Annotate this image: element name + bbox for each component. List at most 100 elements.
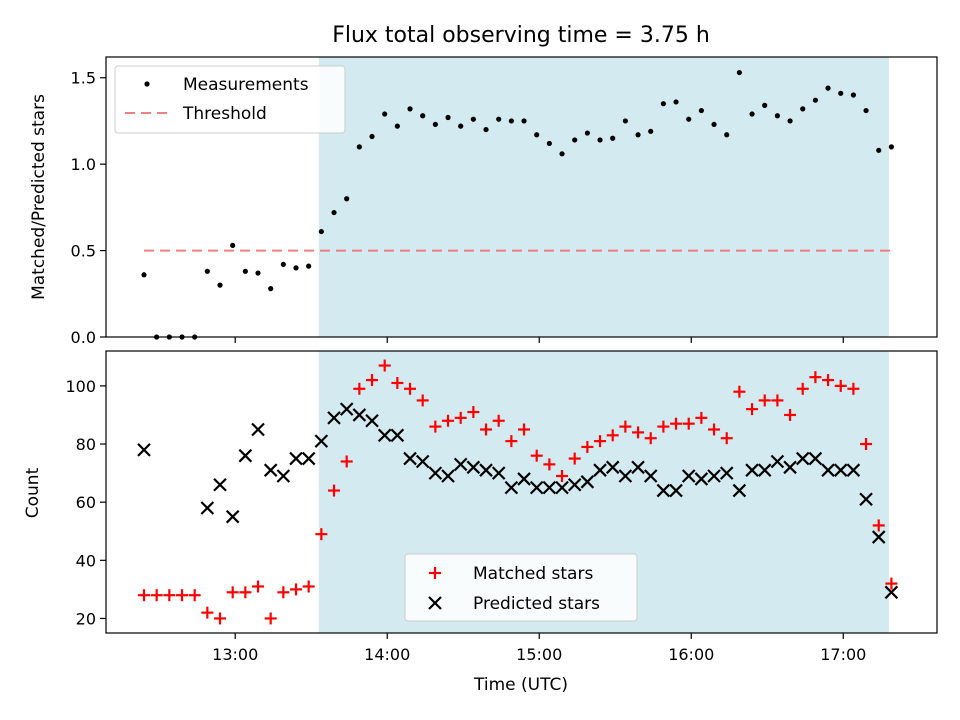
matched-star-point <box>150 589 163 602</box>
matched-star-point <box>277 586 290 599</box>
matched-star-point <box>796 382 809 395</box>
measurement-point <box>635 132 641 138</box>
measurement-point <box>724 132 730 138</box>
measurement-point <box>888 144 894 150</box>
matched-star-point <box>543 458 556 471</box>
legend-matched-marker <box>429 567 441 579</box>
matched-star-point <box>226 586 239 599</box>
predicted-star-point <box>808 451 823 466</box>
bottom-panel: 20 40 60 80 100 13:00 14:00 15:00 16:00 17:00 Co… <box>23 350 938 695</box>
top-y-axis-label: Matched/Predicted stars <box>29 94 49 300</box>
top-legend: Measurements Threshold <box>114 65 346 134</box>
top-axes-frame <box>105 56 938 338</box>
measurement-point <box>660 101 666 107</box>
measurement-point <box>825 85 831 91</box>
top-y-tick-label: 1.0 <box>71 155 96 174</box>
predicted-star-point <box>225 509 240 524</box>
matched-star-point <box>594 435 607 448</box>
top-shaded-region <box>318 57 889 337</box>
measurement-point <box>458 123 464 129</box>
measurement-point <box>318 228 324 235</box>
matched-star-point <box>822 374 835 387</box>
measurement-point <box>546 140 552 147</box>
measurement-point <box>559 151 565 157</box>
measurement-point <box>838 90 844 96</box>
legend-predicted-label: Predicted stars <box>473 594 600 614</box>
measurement-point <box>736 69 742 76</box>
matched-star-point <box>809 371 822 384</box>
top-y-tick-label: 1.5 <box>71 69 96 88</box>
measurement-point <box>344 196 350 202</box>
measurement-point <box>686 116 692 122</box>
matched-star-point <box>492 414 505 427</box>
legend-threshold-label: Threshold <box>182 104 267 124</box>
measurement-point <box>306 263 312 269</box>
top-y-tick-label: 0.5 <box>71 242 96 261</box>
measurement-point <box>610 135 616 141</box>
predicted-star-point <box>327 411 341 425</box>
top-legend-box <box>114 65 346 134</box>
predicted-star-point <box>846 463 861 477</box>
measurement-point <box>382 111 388 117</box>
matched-star-point <box>176 589 189 602</box>
measurement-point <box>648 128 654 134</box>
matched-star-point <box>239 586 252 599</box>
bottom-legend-box <box>404 553 638 622</box>
bottom-legend: Matched stars Predicted stars <box>404 553 638 622</box>
predicted-star-point <box>681 469 696 483</box>
matched-star-point <box>505 435 518 448</box>
predicted-star-point <box>542 480 557 495</box>
predicted-star-point <box>491 466 506 480</box>
matched-star-point <box>404 382 417 395</box>
matched-star-point <box>378 359 391 372</box>
measurement-point <box>534 132 540 138</box>
predicted-star-point <box>403 451 417 466</box>
predicted-star-point <box>365 413 379 428</box>
predicted-star-point <box>276 469 291 483</box>
matched-star-point <box>568 452 581 465</box>
matched-star-point <box>758 394 771 407</box>
matched-star-point <box>340 455 353 468</box>
predicted-star-point <box>795 451 810 466</box>
measurement-point <box>863 107 869 114</box>
measurement-point <box>356 144 362 150</box>
matched-star-point <box>771 394 784 407</box>
predicted-star-point <box>871 530 886 544</box>
matched-star-point <box>252 580 265 593</box>
predicted-star-point <box>580 475 595 489</box>
matched-star-point <box>454 411 467 424</box>
matched-star-point <box>746 403 759 416</box>
predicted-star-point <box>428 466 443 480</box>
x-tick-label: 13:00 <box>212 645 258 664</box>
measurement-point <box>584 130 590 136</box>
measurement-point <box>762 102 768 108</box>
measurement-point <box>496 116 502 122</box>
matched-star-point <box>467 406 480 419</box>
predicted-star-point <box>517 472 531 486</box>
predicted-star-point <box>643 469 658 483</box>
matched-star-point <box>416 394 429 407</box>
predicted-star-point <box>884 585 899 600</box>
chart-title: Flux total observing time = 3.75 h <box>332 23 710 48</box>
measurement-point <box>876 147 882 153</box>
predicted-star-point <box>200 501 215 515</box>
bottom-y-tick-label: 100 <box>65 377 96 396</box>
measurement-point <box>673 99 679 105</box>
x-tick-label: 17:00 <box>820 645 866 664</box>
matched-star-point <box>429 420 442 433</box>
predicted-star-point <box>529 480 544 495</box>
matched-star-point <box>708 423 721 436</box>
bottom-x-axis-ticks: 13:00 14:00 15:00 16:00 17:00 <box>212 633 866 664</box>
predicted-star-point <box>745 463 759 477</box>
measurement-point <box>521 118 527 124</box>
measurement-point <box>268 286 274 292</box>
measurements-series <box>141 69 894 340</box>
measurement-point <box>432 121 438 128</box>
matched-star-point <box>885 577 898 590</box>
measurement-point <box>749 111 755 117</box>
measurement-point <box>711 121 717 128</box>
measurement-point <box>204 268 210 274</box>
matched-star-point <box>353 382 366 395</box>
predicted-star-point <box>289 451 303 466</box>
predicted-star-point <box>251 422 265 437</box>
